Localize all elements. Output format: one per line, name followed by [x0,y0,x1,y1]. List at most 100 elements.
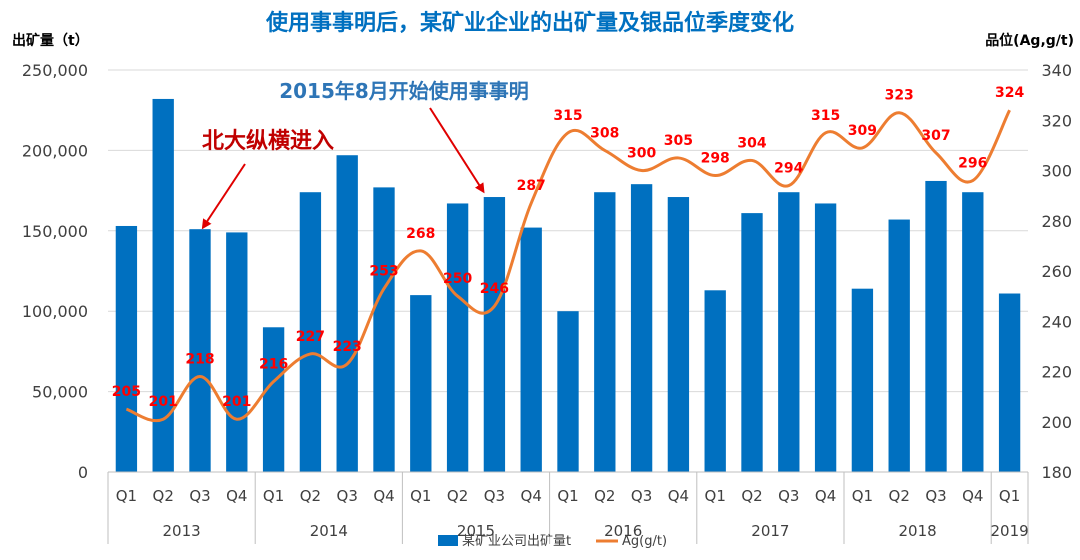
line-data-label: 246 [480,281,509,297]
x-year-label: 2013 [163,522,201,540]
x-tick-label: Q1 [852,487,873,505]
x-tick-label: Q3 [778,487,799,505]
x-tick-label: Q4 [815,487,836,505]
line-data-label: 315 [811,108,840,124]
x-tick-label: Q2 [300,487,321,505]
y-axis-right-label: 品位(Ag,g/t) [985,32,1074,49]
line-data-label: 294 [774,161,803,177]
bar [814,203,837,473]
x-year-label: 2019 [991,522,1029,540]
x-tick-label: Q2 [889,487,910,505]
bar [152,98,174,472]
x-tick-label: Q2 [153,487,174,505]
line-data-label: 227 [296,329,325,345]
y-right-tick-label: 320 [1041,111,1072,130]
y-right-tick-label: 220 [1041,363,1072,382]
line-data-label: 296 [958,156,987,172]
legend-label: Ag(g/t) [622,534,667,549]
bar [336,155,358,472]
annotation-beida-entry: 北大纵横进入 [202,129,334,154]
x-tick-label: Q1 [557,487,578,505]
bar [778,192,800,472]
x-tick-label: Q2 [594,487,615,505]
x-year-label: 2018 [899,522,937,540]
x-tick-label: Q1 [999,487,1020,505]
bar [925,180,947,472]
y-axis-left-label: 出矿量（t） [12,32,89,49]
bar [299,192,322,472]
y-left-tick-label: 0 [78,463,88,482]
x-tick-label: Q1 [263,487,284,505]
bar [189,229,211,472]
x-tick-label: Q1 [410,487,431,505]
x-tick-label: Q3 [631,487,652,505]
y-right-tick-label: 260 [1041,262,1072,281]
annotation-shishiming-start: 2015年8月开始使用事事明 [279,79,529,103]
annotation-arrow [429,107,485,194]
x-tick-label: Q4 [226,487,247,505]
line-data-label: 309 [848,123,877,139]
bar [520,227,542,472]
line-data-label: 201 [149,394,178,410]
x-tick-label: Q4 [668,487,689,505]
line-data-label: 223 [333,339,362,355]
y-left-tick-label: 250,000 [22,61,88,80]
x-tick-label: Q2 [447,487,468,505]
y-right-tick-label: 280 [1041,212,1072,231]
bar [704,290,726,472]
bar [888,219,910,472]
x-tick-label: Q4 [373,487,394,505]
bar [630,184,653,472]
line-data-label: 298 [701,151,730,167]
legend-label: 某矿业公司出矿量t [462,534,571,549]
y-left-tick-label: 50,000 [32,383,88,402]
bar [962,192,984,472]
x-tick-label: Q3 [925,487,946,505]
line-data-label: 201 [222,394,251,410]
x-year-label: 2014 [310,522,348,540]
bar [373,187,395,472]
y-left-tick-label: 100,000 [22,302,88,321]
x-tick-label: Q4 [962,487,983,505]
y-right-tick-label: 340 [1041,61,1072,80]
x-tick-label: Q3 [484,487,505,505]
bar [998,293,1021,472]
x-tick-label: Q1 [705,487,726,505]
bar [483,197,506,473]
x-tick-label: Q1 [116,487,137,505]
x-year-label: 2016 [604,522,642,540]
y-left-tick-label: 200,000 [22,141,88,160]
legend: 某矿业公司出矿量t Ag(g/t) [438,534,667,549]
y-right-tick-label: 180 [1041,463,1072,482]
line-series: 205 201 218 201 216 227 223 253 268 250 246 287 315 3… [112,85,1024,423]
bar [226,232,248,472]
bar [262,327,285,472]
axes: 0 50,000 100,000 150,000 200,000 250,000 180 20… [22,61,1072,544]
bar [410,295,432,472]
bar-series [115,98,1021,473]
y-right-tick-label: 200 [1041,413,1072,432]
line-data-label: 268 [406,226,435,242]
bar [115,225,138,472]
line-data-label: 308 [590,125,619,141]
bar [594,192,616,472]
line-data-label: 307 [921,128,950,144]
bar [667,197,690,473]
annotation-arrow [201,163,246,230]
x-tick-label: Q3 [189,487,210,505]
x-tick-label: Q3 [337,487,358,505]
bar [446,203,469,473]
line-data-label: 287 [517,178,546,194]
y-right-tick-label: 300 [1041,162,1072,181]
x-tick-label: Q4 [521,487,542,505]
bar [741,213,763,472]
line-data-label: 205 [112,384,141,400]
bar [851,288,874,472]
line-data-label: 323 [885,88,914,104]
chart-title: 使用事事明后，某矿业企业的出矿量及银品位季度变化 [265,10,794,36]
y-left-tick-label: 150,000 [22,222,88,241]
annotations: 北大纵横进入 2015年8月开始使用事事明 [201,79,529,230]
line-data-label: 250 [443,271,472,287]
